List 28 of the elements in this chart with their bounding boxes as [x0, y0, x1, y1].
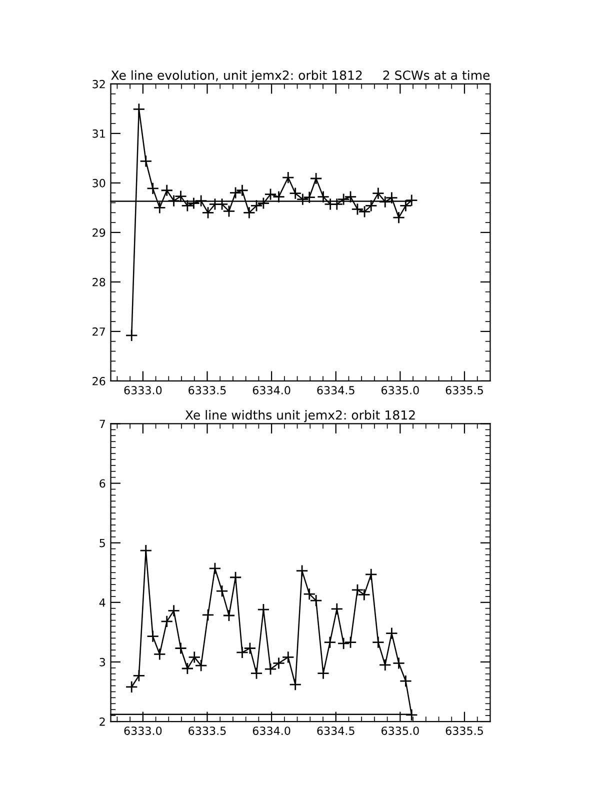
- x-tick-label: 6335.5: [446, 726, 483, 735]
- x-tick-label: 6334.0: [252, 726, 290, 735]
- y-tick-label: 5: [100, 538, 105, 548]
- x-tick-label: 6335.0: [382, 386, 419, 394]
- y-tick-label: 30: [92, 178, 106, 188]
- chart-title: Xe line widths unit jemx2: orbit 1812: [185, 410, 415, 422]
- x-tick-label: 6333.5: [188, 386, 226, 394]
- y-tick-label: 7: [100, 420, 105, 428]
- y-tick-label: 31: [92, 129, 105, 138]
- x-tick-label: 6334.5: [317, 726, 354, 735]
- y-tick-label: 4: [99, 598, 106, 607]
- x-tick-label: 6335.0: [382, 726, 419, 735]
- y-tick-label: 27: [92, 327, 105, 336]
- y-tick-label: 26: [92, 376, 106, 386]
- y-tick-label: 28: [92, 278, 106, 286]
- x-tick-label: 6334.0: [252, 386, 290, 394]
- x-tick-label: 6333.0: [124, 386, 162, 394]
- y-tick-label: 6: [100, 479, 106, 488]
- y-tick-label: 32: [92, 80, 105, 88]
- x-tick-label: 6334.5: [317, 386, 354, 394]
- x-tick-label: 6333.5: [188, 726, 226, 735]
- y-tick-label: 29: [92, 228, 106, 237]
- x-tick-label: 6335.5: [446, 386, 483, 394]
- y-tick-label: 2: [100, 717, 105, 726]
- y-tick-label: 3: [100, 658, 106, 666]
- chart-subtitle: 2 SCWs at a time: [383, 70, 490, 80]
- chart-title: Xe line evolution, unit jemx2: orbit 1812: [111, 70, 362, 82]
- x-tick-label: 6333.0: [124, 726, 162, 735]
